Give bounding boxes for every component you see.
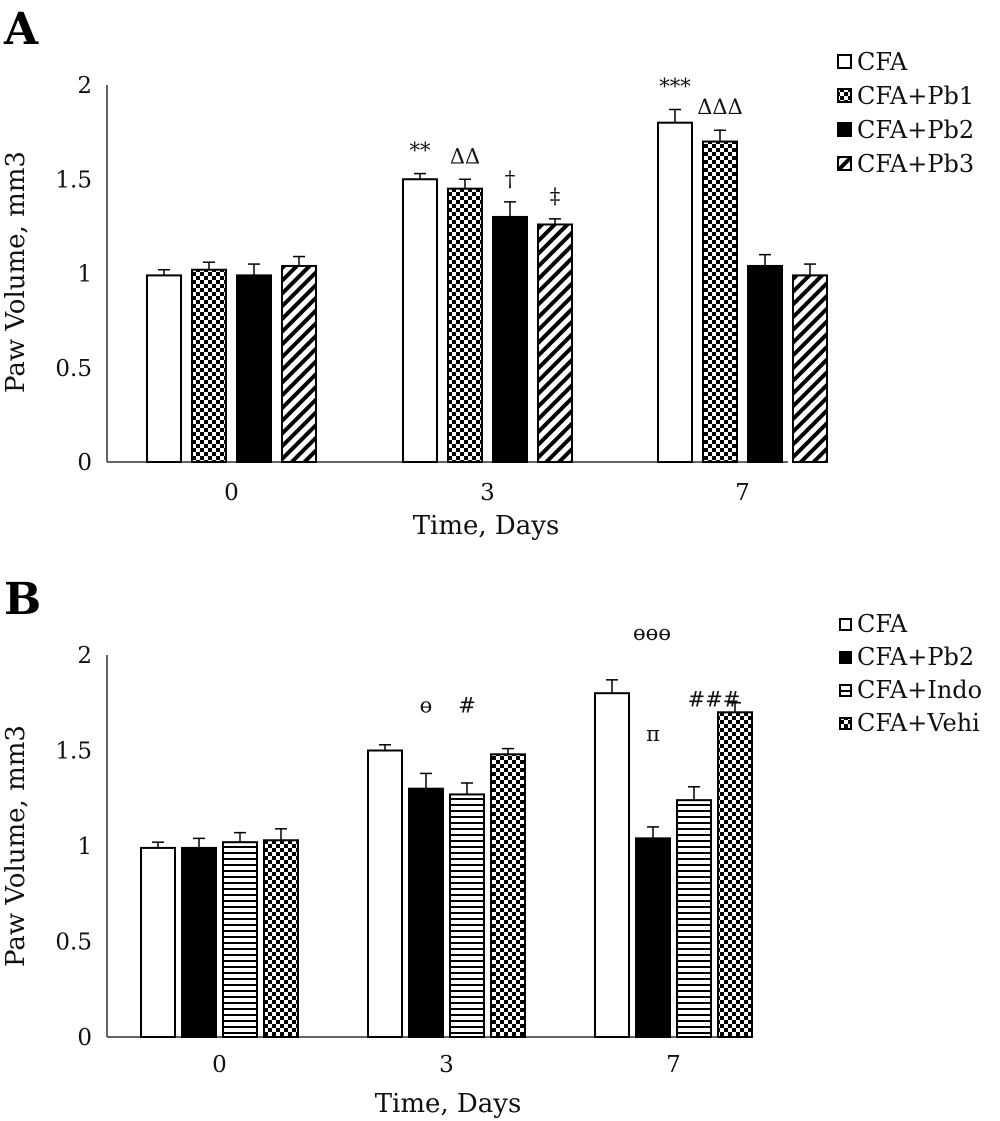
panel-a-y-axis-title: Paw Volume, mm3 bbox=[1, 151, 31, 393]
panel-a-significance-mark: ΔΔΔ bbox=[697, 95, 743, 119]
panel-b-y-tick-label: 0 bbox=[77, 1025, 92, 1051]
panel-b-bar-white bbox=[594, 692, 630, 1038]
panel-a-chart: A Paw Volume, mm3 Time, Days 0 0.5 1 1.5 2 0 3… bbox=[1, 4, 974, 541]
panel-a-plot-area: 0 0.5 1 1.5 2 0 3 7 ** ΔΔ † ‡ ***ΔΔΔ bbox=[55, 73, 828, 506]
panel-b-bar-white bbox=[140, 846, 176, 1038]
panel-b-y-tick-label: 1 bbox=[77, 834, 92, 860]
panel-a-legend-swatch bbox=[837, 88, 852, 103]
panel-b-significance-mark: ɵɵɵ bbox=[633, 621, 671, 645]
panel-a-x-tick-label: 0 bbox=[224, 480, 239, 506]
panel-b-legend-label: CFA+Pb2 bbox=[857, 643, 974, 671]
panel-a-significance-mark: † bbox=[505, 167, 516, 191]
panel-a-x-axis-title: Time, Days bbox=[413, 511, 560, 541]
panel-b-x-tick-label: 0 bbox=[212, 1052, 227, 1078]
panel-b-y-tick-label: 0.5 bbox=[55, 930, 92, 956]
panel-b-y-axis-title: Paw Volume, mm3 bbox=[1, 725, 31, 967]
panel-a-significance-mark: *** bbox=[659, 75, 691, 99]
panel-b-bar-horizontal bbox=[222, 841, 258, 1038]
panel-a-bar-diagonal bbox=[792, 274, 828, 464]
panel-b-chart: B Paw Volume, mm3 Time, Days 0 0.5 1 1.5 2 0 3… bbox=[1, 574, 982, 1119]
panel-a-y-tick-label: 0 bbox=[77, 450, 92, 476]
panel-b-legend-swatch bbox=[839, 717, 852, 730]
panel-a-y-tick-label: 1.5 bbox=[55, 167, 92, 193]
panel-b-x-tick-label: 3 bbox=[439, 1052, 454, 1078]
panel-a-letter: A bbox=[3, 4, 39, 55]
panel-a-significance-mark: ‡ bbox=[550, 184, 561, 208]
panel-a-bar-checker bbox=[702, 140, 738, 464]
panel-b-bar-black bbox=[635, 837, 671, 1038]
panel-b-legend-label: CFA+Indo bbox=[857, 676, 982, 704]
panel-b-x-axis-title: Time, Days bbox=[375, 1089, 522, 1119]
panel-b-x-tick-label: 7 bbox=[666, 1052, 681, 1078]
panel-a-legend: CFA CFA+Pb1 CFA+Pb2 CFA+Pb3 bbox=[837, 48, 974, 178]
panel-a-bar-black bbox=[747, 264, 783, 463]
panel-b-bar-black bbox=[408, 787, 444, 1039]
panel-a-legend-swatch bbox=[837, 122, 852, 137]
panel-b-bar-horizontal bbox=[676, 799, 712, 1038]
panel-a-bar-diagonal bbox=[537, 223, 573, 463]
panel-a-y-tick-label: 0.5 bbox=[55, 356, 92, 382]
panel-a-bar-white bbox=[402, 178, 438, 463]
panel-b-y-tick-label: 2 bbox=[77, 643, 92, 669]
panel-a-bar-checker bbox=[191, 268, 227, 464]
panel-b-bar-checker bbox=[490, 753, 526, 1038]
panel-a-x-tick-label: 3 bbox=[480, 480, 495, 506]
panel-a-bar-black bbox=[236, 274, 272, 464]
panel-b-legend: CFA CFA+Pb2 CFA+Indo CFA+Vehi bbox=[839, 610, 982, 737]
panel-b-bar-black bbox=[181, 846, 217, 1038]
panel-b-significance-mark: ### bbox=[688, 688, 741, 712]
panel-b-legend-swatch bbox=[839, 651, 852, 664]
panel-a-bar-diagonal bbox=[281, 264, 317, 463]
panel-b-legend-swatch bbox=[839, 684, 852, 697]
panel-b-significance-mark: π bbox=[646, 722, 660, 746]
panel-b-y-tick-label: 1.5 bbox=[55, 739, 92, 765]
panel-a-legend-label: CFA+Pb2 bbox=[857, 116, 974, 144]
panel-b-significance-mark: # bbox=[458, 693, 476, 717]
panel-a-legend-swatch bbox=[837, 156, 852, 171]
panel-a-legend-label: CFA bbox=[857, 48, 908, 76]
panel-b-legend-label: CFA bbox=[857, 610, 908, 638]
panel-a-x-tick-label: 7 bbox=[735, 480, 750, 506]
panel-b-letter: B bbox=[4, 574, 41, 625]
panel-a-y-tick-label: 1 bbox=[77, 262, 92, 288]
panel-b-legend-label: CFA+Vehi bbox=[857, 709, 980, 737]
panel-a-bar-checker bbox=[447, 187, 483, 464]
panel-a-legend-label: CFA+Pb3 bbox=[857, 150, 974, 178]
panel-b-legend-swatch bbox=[839, 618, 852, 631]
panel-a-significance-mark: ** bbox=[410, 139, 432, 163]
panel-a-legend-swatch bbox=[837, 54, 852, 69]
panel-a-significance-mark: ΔΔ bbox=[450, 144, 480, 168]
panel-a-legend-label: CFA+Pb1 bbox=[857, 82, 974, 110]
panel-b-bar-checker bbox=[717, 711, 753, 1038]
panel-b-bar-checker bbox=[263, 839, 299, 1039]
panel-b-bar-white bbox=[367, 749, 403, 1038]
panel-b-plot-area: 0 0.5 1 1.5 2 0 3 7 ɵ # ɵɵɵ π ### bbox=[55, 621, 753, 1078]
panel-a-bar-black bbox=[492, 215, 528, 463]
panel-b-significance-mark: ɵ bbox=[420, 693, 433, 717]
panel-a-bar-white bbox=[657, 121, 693, 463]
panel-a-y-tick-label: 2 bbox=[77, 73, 92, 99]
panel-b-bar-horizontal bbox=[449, 793, 485, 1038]
panel-a-bar-white bbox=[146, 274, 182, 464]
